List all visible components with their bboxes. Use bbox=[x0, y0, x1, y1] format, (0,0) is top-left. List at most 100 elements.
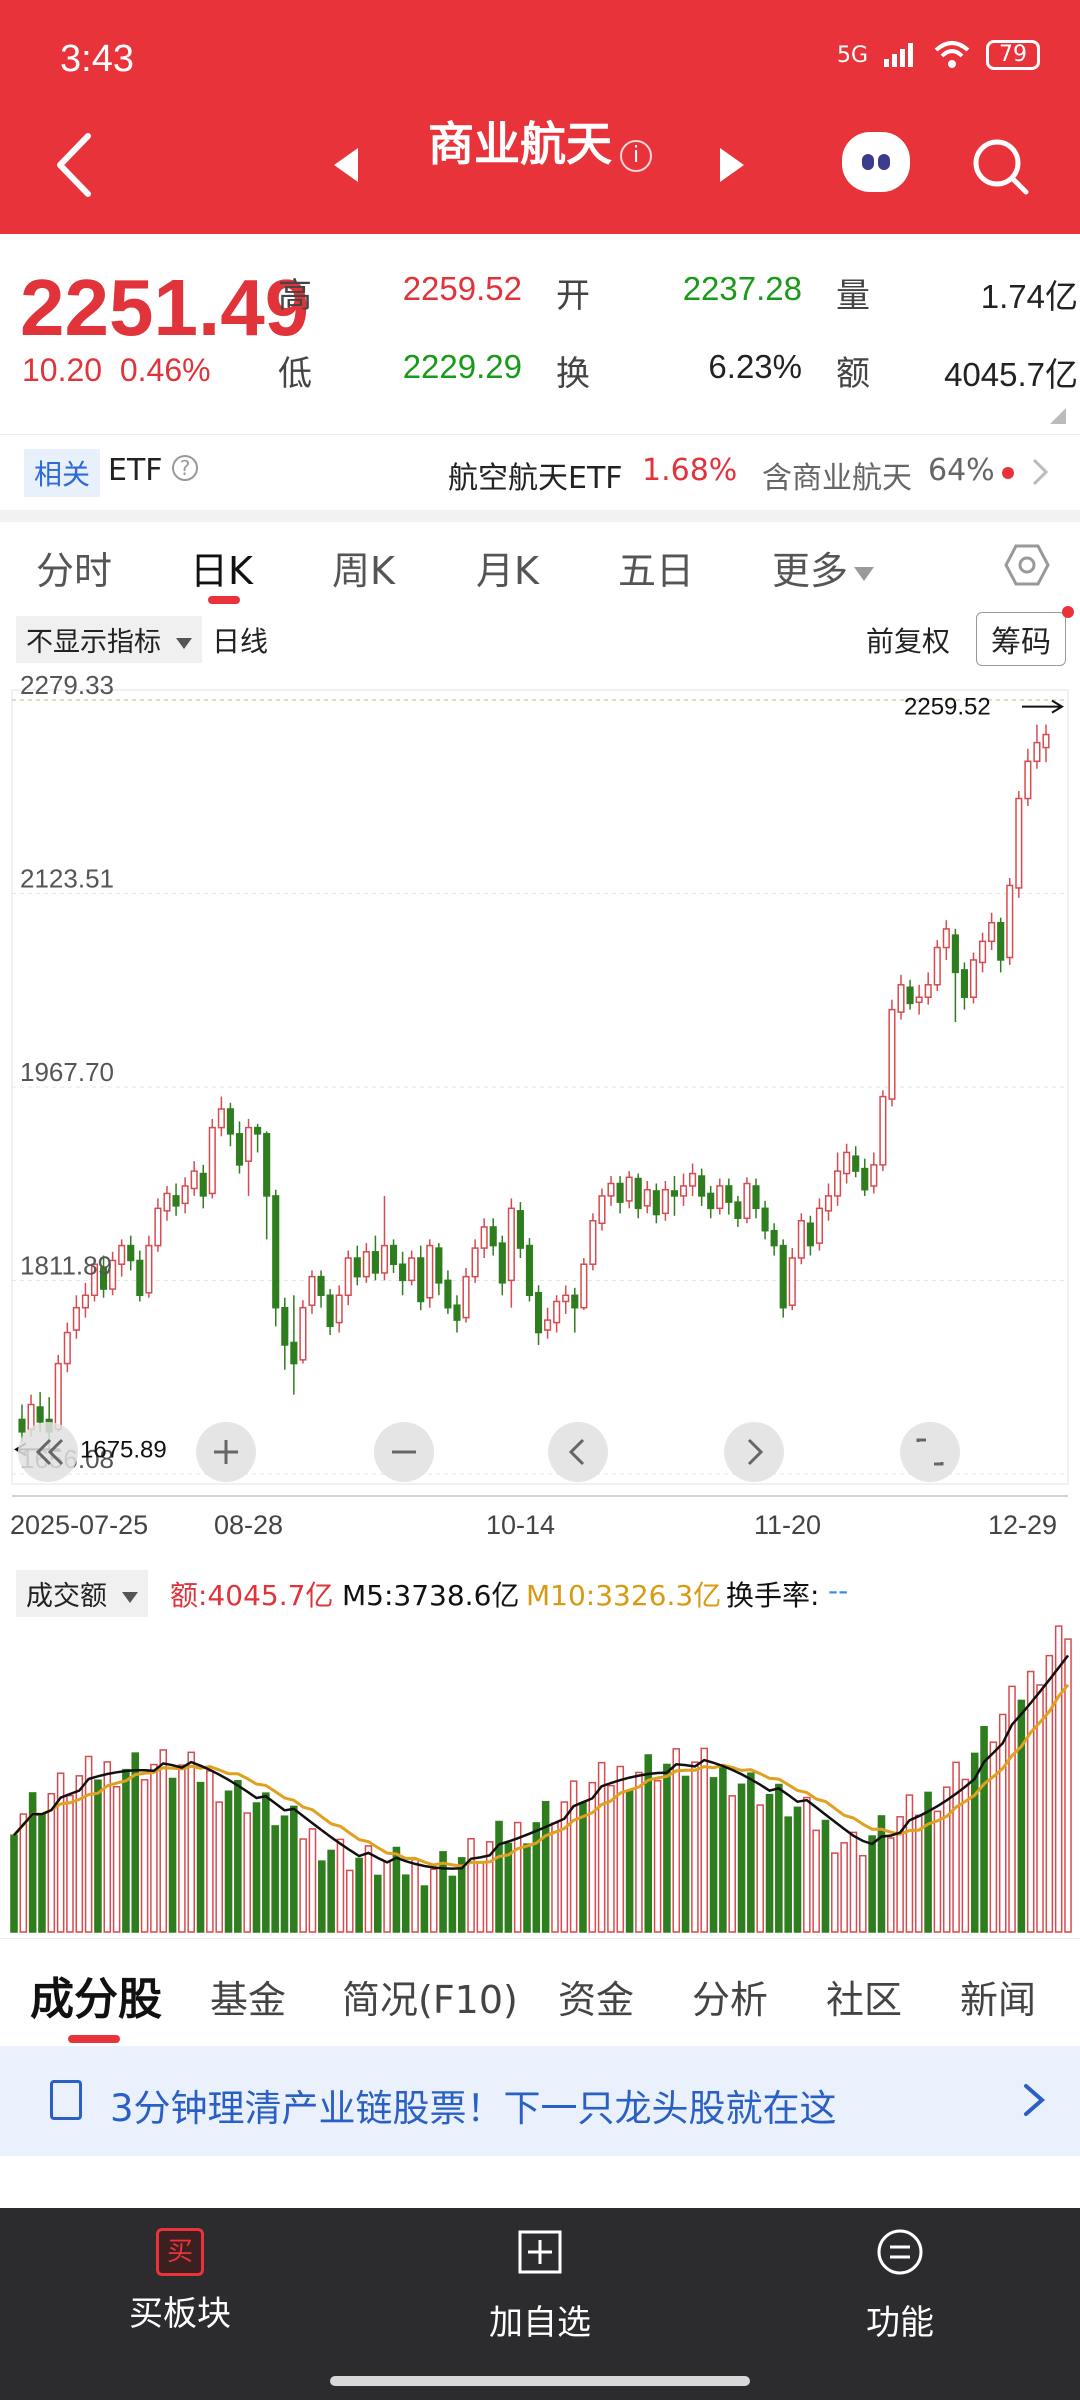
tab-analysis[interactable]: 分析 bbox=[692, 1978, 769, 2022]
volume-bar bbox=[252, 1802, 261, 1933]
volume-bar bbox=[234, 1779, 242, 1933]
tab-funds[interactable]: 基金 bbox=[210, 1978, 287, 2022]
volume-bar bbox=[448, 1875, 457, 1933]
question-icon[interactable]: ? bbox=[172, 455, 198, 481]
chips-button[interactable]: 筹码 bbox=[976, 612, 1066, 666]
next-sector-button[interactable] bbox=[720, 148, 744, 182]
fullscreen-icon[interactable] bbox=[900, 1422, 960, 1482]
etf-label: ETF bbox=[108, 453, 163, 488]
zoom-in-icon[interactable] bbox=[196, 1422, 256, 1482]
candle-body bbox=[770, 1229, 778, 1247]
back-arrow-icon[interactable] bbox=[50, 130, 100, 200]
tab-weekly[interactable]: 周K bbox=[332, 549, 395, 593]
tab-community[interactable]: 社区 bbox=[826, 1978, 903, 2022]
volume-bar bbox=[1045, 1654, 1054, 1933]
volume-bar bbox=[290, 1805, 298, 1933]
candle bbox=[281, 1297, 289, 1370]
wifi-icon bbox=[934, 41, 970, 68]
adjust-toggle[interactable]: 前复权 bbox=[866, 625, 951, 658]
chevron-right-icon[interactable] bbox=[1030, 457, 1050, 487]
candle bbox=[244, 1118, 253, 1196]
tab-constituents[interactable]: 成分股 bbox=[30, 1974, 162, 2025]
indicator-dropdown[interactable]: 不显示指标 bbox=[16, 616, 202, 663]
candle bbox=[335, 1285, 343, 1333]
nav-buy-sector[interactable]: 买 买板块 bbox=[80, 2228, 280, 2335]
volume-chart[interactable] bbox=[0, 1600, 1080, 1936]
tab-more[interactable]: 更多 bbox=[772, 540, 875, 595]
nav-add-watchlist[interactable]: 加自选 bbox=[440, 2228, 640, 2344]
volume-bar bbox=[980, 1726, 988, 1933]
tab-daily[interactable]: 日K bbox=[190, 549, 253, 593]
search-icon[interactable] bbox=[970, 136, 1030, 196]
candle-body bbox=[281, 1306, 289, 1346]
promo-banner[interactable]: 3分钟理清产业链股票！下一只龙头股就在这 bbox=[0, 2046, 1080, 2156]
volume-bar bbox=[831, 1852, 839, 1933]
expand-corner-icon[interactable] bbox=[1050, 408, 1066, 424]
prev-icon[interactable] bbox=[548, 1422, 608, 1482]
tab-intraday[interactable]: 分时 bbox=[36, 549, 113, 593]
prev-sector-button[interactable] bbox=[334, 148, 358, 182]
volume-bar bbox=[560, 1801, 569, 1933]
volume-label: 量 bbox=[836, 276, 870, 316]
volume-bar bbox=[103, 1761, 112, 1933]
nav-functions[interactable]: 功能 bbox=[800, 2228, 1000, 2344]
candle-body bbox=[516, 1210, 524, 1249]
info-icon[interactable]: i bbox=[620, 139, 652, 172]
control-glyph bbox=[214, 1440, 238, 1464]
dropdown-arrow-icon bbox=[854, 566, 875, 581]
candle bbox=[18, 1404, 26, 1442]
candle bbox=[788, 1248, 796, 1311]
open-value: 2237.28 bbox=[682, 270, 802, 307]
status-time: 3:43 bbox=[60, 38, 134, 80]
candle-body bbox=[988, 921, 996, 943]
tab-monthly[interactable]: 月K bbox=[476, 549, 539, 593]
chevron-right-icon[interactable] bbox=[1014, 2080, 1054, 2120]
dropdown-arrow-icon bbox=[121, 1592, 138, 1603]
open-label: 开 bbox=[556, 276, 590, 316]
related-etf-row[interactable]: 相关 ETF ? 航空航天ETF 1.68% 含商业航天 64% bbox=[0, 434, 1080, 510]
volume-bar bbox=[485, 1841, 494, 1933]
candlestick-chart[interactable]: 2279.332123.511967.701811.891656.082259.… bbox=[0, 670, 1080, 1540]
candle-body bbox=[1006, 884, 1014, 959]
collapse-icon[interactable] bbox=[18, 1422, 78, 1482]
candle-body bbox=[199, 1172, 207, 1197]
volume-bar bbox=[196, 1781, 205, 1933]
section-divider bbox=[0, 510, 1080, 522]
buy-icon: 买 bbox=[156, 2228, 204, 2276]
robot-icon[interactable] bbox=[842, 132, 910, 192]
candle-body bbox=[208, 1126, 216, 1195]
volume-bar bbox=[989, 1741, 998, 1933]
candle bbox=[63, 1322, 71, 1373]
volume-bar bbox=[588, 1781, 597, 1933]
candle-body bbox=[326, 1294, 334, 1328]
volume-dropdown[interactable]: 成交额 bbox=[16, 1570, 148, 1617]
candle-body bbox=[562, 1294, 570, 1303]
zoom-out-icon[interactable] bbox=[374, 1422, 434, 1482]
volume-bar bbox=[756, 1804, 764, 1933]
volume-bar bbox=[495, 1820, 503, 1933]
tab-news[interactable]: 新闻 bbox=[960, 1978, 1037, 2022]
candle-body bbox=[27, 1403, 35, 1431]
etf-contains: 含商业航天 bbox=[762, 461, 912, 496]
candle-body bbox=[707, 1192, 715, 1210]
volume-bar bbox=[47, 1792, 56, 1933]
candle bbox=[272, 1189, 280, 1327]
candle bbox=[942, 920, 950, 960]
candle-body bbox=[997, 921, 1005, 961]
candle-body bbox=[942, 928, 950, 949]
low-value: 2229.29 bbox=[402, 348, 522, 385]
candle-body bbox=[915, 996, 923, 1003]
hexagon-settings-icon[interactable] bbox=[1004, 542, 1050, 588]
candle-body bbox=[933, 946, 941, 986]
volume-bar bbox=[1008, 1685, 1016, 1933]
candle-body bbox=[426, 1244, 434, 1299]
tab-five-day[interactable]: 五日 bbox=[618, 549, 695, 593]
next-icon[interactable] bbox=[724, 1422, 784, 1482]
candle bbox=[462, 1267, 470, 1323]
tab-f10[interactable]: 简况(F10) bbox=[342, 1978, 518, 2022]
candle bbox=[516, 1202, 524, 1259]
candle-body bbox=[1015, 797, 1023, 889]
volume-m10: M10:3326.3亿 bbox=[526, 1579, 722, 1612]
period-label: 日线 bbox=[212, 625, 269, 658]
tab-capital[interactable]: 资金 bbox=[558, 1978, 635, 2022]
